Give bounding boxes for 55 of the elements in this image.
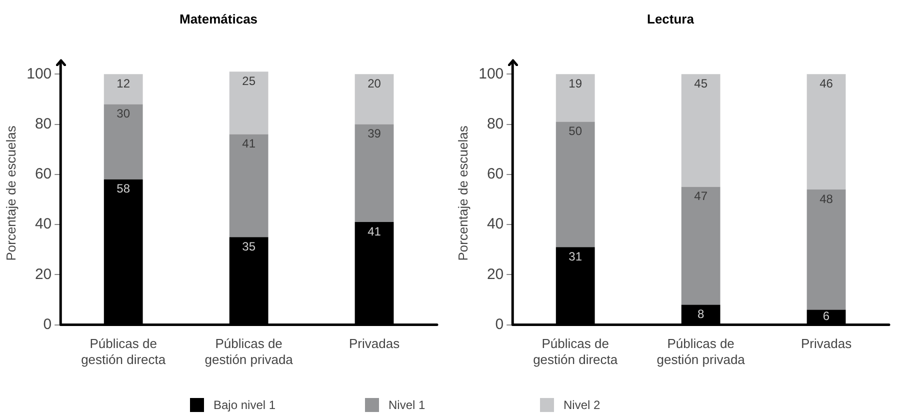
data-label: 50 <box>568 124 582 138</box>
y-tick-label: 40 <box>34 216 52 233</box>
data-label: 39 <box>368 126 382 141</box>
bar <box>229 134 268 238</box>
y-tick-label: 40 <box>486 216 504 233</box>
bar <box>104 74 143 104</box>
bar <box>229 72 268 134</box>
x-tick-label: Privadas <box>800 336 852 352</box>
bar <box>354 124 394 222</box>
y-axis-title: Porcentaje de escuelas <box>3 125 18 261</box>
data-label: 6 <box>822 309 830 324</box>
legend-label: Nivel 2 <box>564 398 600 412</box>
y-tick-label: 0 <box>43 316 52 333</box>
data-label: 46 <box>820 76 834 90</box>
x-tick-label: Públicas de gestión directa <box>533 336 618 367</box>
x-tick-label: Públicas de gestión directa <box>81 336 166 367</box>
y-tick-label: 60 <box>486 166 504 183</box>
data-label: 48 <box>820 192 834 206</box>
data-label: 25 <box>242 74 256 88</box>
y-tick-label: 100 <box>26 65 52 82</box>
bar <box>354 74 394 124</box>
x-tick-label: Privadas <box>348 336 400 352</box>
bar <box>681 186 720 305</box>
data-label: 45 <box>694 76 708 90</box>
data-label: 41 <box>242 136 256 151</box>
x-tick-label: Públicas de gestión privada <box>656 336 746 367</box>
data-label: 30 <box>116 106 130 121</box>
y-tick-label: 80 <box>486 115 504 132</box>
y-tick-label: 100 <box>478 65 504 82</box>
bar <box>104 104 143 180</box>
bar <box>806 74 846 190</box>
legend-label: Bajo nivel 1 <box>214 398 276 412</box>
data-label: 58 <box>116 182 130 196</box>
data-label: 12 <box>116 76 130 90</box>
data-label: 31 <box>568 249 582 264</box>
bar <box>556 122 595 248</box>
data-label: 35 <box>242 239 256 254</box>
x-tick-label: Públicas de gestión privada <box>204 336 294 367</box>
legend-label: Nivel 1 <box>388 398 426 412</box>
bar <box>681 74 720 187</box>
data-label: 8 <box>697 307 704 322</box>
data-label: 19 <box>568 76 582 90</box>
data-label: 41 <box>368 224 382 238</box>
y-tick-label: 0 <box>495 316 504 333</box>
chart-title: Lectura <box>647 11 695 26</box>
data-label: 20 <box>368 76 382 90</box>
y-tick-label: 20 <box>486 266 504 283</box>
y-axis-title: Porcentaje de escuelas <box>455 125 470 261</box>
chart-title: Matemáticas <box>179 11 258 26</box>
bar <box>806 189 846 310</box>
y-tick-label: 60 <box>34 166 52 183</box>
data-label: 47 <box>694 189 708 204</box>
y-tick-label: 20 <box>34 266 52 283</box>
y-tick-label: 80 <box>34 115 52 132</box>
bar <box>556 74 595 122</box>
